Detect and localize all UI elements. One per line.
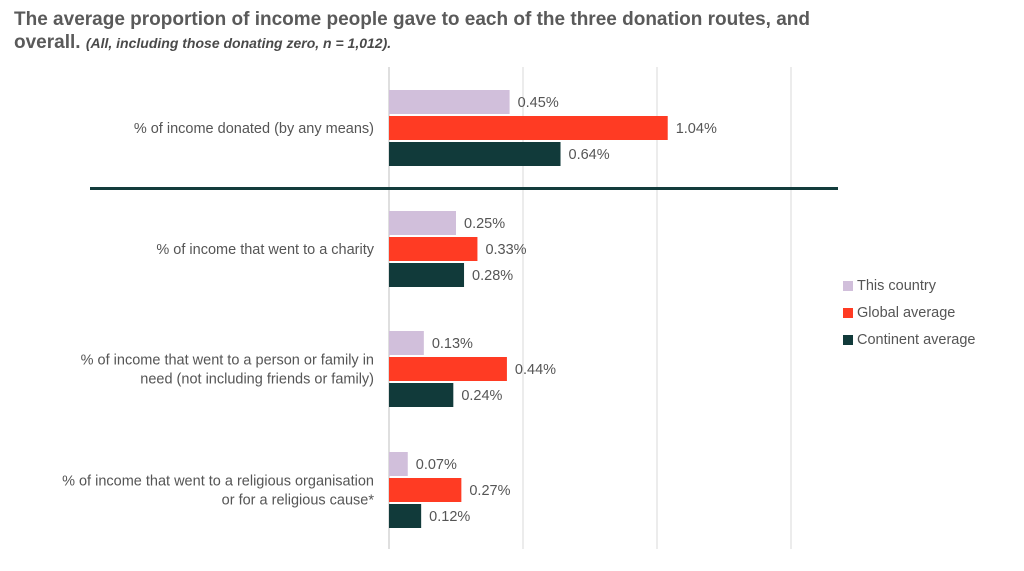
bar (389, 116, 668, 140)
legend-swatch (843, 280, 853, 291)
data-label: 0.25% (464, 216, 505, 232)
legend: This country Global average Continent aver… (843, 272, 976, 353)
bar (389, 263, 465, 287)
category-label: % of income donated (by any means) (134, 121, 374, 137)
bar (389, 478, 462, 502)
legend-swatch (843, 307, 853, 318)
bar (389, 383, 454, 407)
bar (389, 504, 422, 528)
legend-label: Global average (857, 304, 956, 321)
data-label: 0.07% (416, 457, 457, 473)
data-label: 0.13% (432, 336, 473, 352)
bar (389, 331, 424, 355)
legend-item: Continent average (843, 326, 976, 353)
data-label: 0.12% (429, 509, 470, 525)
data-label: 0.64% (569, 147, 610, 163)
bar (389, 357, 507, 381)
bar (389, 237, 478, 261)
data-label: 0.45% (518, 95, 559, 111)
bar (389, 211, 456, 235)
category-label: % of income that went to a person or fam… (81, 353, 374, 369)
data-label: 0.24% (461, 388, 502, 404)
data-label: 1.04% (676, 121, 717, 137)
legend-label: This country (857, 277, 936, 294)
labels: 0.45% 1.04% 0.64% % of income donated (by a… (62, 95, 717, 525)
chart-title-main: The average proportion of income people … (14, 9, 810, 53)
data-label: 0.27% (469, 483, 510, 499)
category-label: need (not including friends or family) (140, 372, 374, 388)
legend-item: This country (843, 272, 976, 299)
data-label: 0.44% (515, 362, 556, 378)
bars (389, 90, 668, 528)
bar (389, 142, 561, 166)
legend-label: Continent average (857, 331, 976, 348)
category-label: or for a religious cause* (222, 493, 375, 509)
category-label: % of income that went to a charity (156, 242, 374, 258)
legend-item: Global average (843, 299, 976, 326)
bar (389, 452, 408, 476)
legend-swatch (843, 334, 853, 345)
bar (389, 90, 510, 114)
data-label: 0.33% (485, 242, 526, 258)
chart-title: The average proportion of income people … (14, 8, 814, 55)
data-label: 0.28% (472, 268, 513, 284)
chart-subtitle: (All, including those donating zero, n =… (85, 35, 392, 51)
category-label: % of income that went to a religious org… (62, 474, 374, 490)
